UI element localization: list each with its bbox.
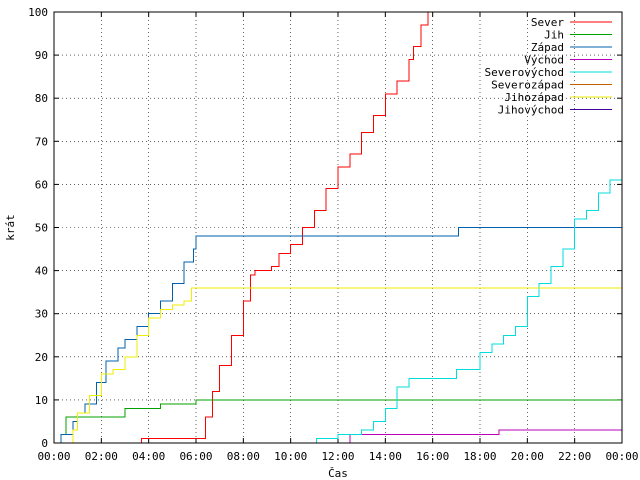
y-tick-label: 0 (41, 437, 48, 450)
x-tick-label: 04:00 (132, 450, 165, 463)
legend-label: Jihozápad (504, 91, 564, 104)
legend-label: Severovýchod (485, 66, 564, 79)
y-tick-label: 90 (35, 49, 48, 62)
x-axis-label: Čas (328, 467, 348, 480)
x-tick-label: 00:00 (37, 450, 70, 463)
legend-label: Jih (544, 29, 564, 42)
y-tick-label: 50 (35, 222, 48, 235)
y-tick-label: 100 (28, 6, 48, 19)
plot-area-frame (53, 11, 623, 444)
series-line-7 (54, 287, 622, 444)
y-tick-label: 80 (35, 92, 48, 105)
y-tick-label: 30 (35, 308, 48, 321)
x-tick-label: 16:00 (416, 450, 449, 463)
x-tick-label: 06:00 (179, 450, 212, 463)
x-tick-label: 14:00 (369, 450, 402, 463)
x-tick-label: 02:00 (85, 450, 118, 463)
x-tick-label: 12:00 (321, 450, 354, 463)
x-tick-label: 10:00 (274, 450, 307, 463)
y-tick-label: 20 (35, 351, 48, 364)
legend-label: Západ (531, 41, 564, 54)
y-axis-label: krát (4, 214, 17, 241)
x-tick-label: 20:00 (511, 450, 544, 463)
y-tick-labels: 0 10 20 30 40 50 60 70 80 90 100 (28, 6, 48, 450)
x-tick-label: 00:00 (605, 450, 638, 463)
series-line-5 (54, 171, 623, 444)
y-tick-label: 10 (35, 394, 48, 407)
legend-label: Jihovýchod (498, 104, 564, 117)
x-tick-label: 18:00 (463, 450, 496, 463)
legend: SeverJihZápadVýchodSeverovýchodSeverozáp… (485, 16, 612, 117)
series-line-1 (54, 12, 429, 444)
y-tick-label: 70 (35, 135, 48, 148)
x-tick-label: 08:00 (227, 450, 260, 463)
legend-label: Severozápad (491, 79, 564, 92)
y-tick-label: 40 (35, 265, 48, 278)
legend-label: Sever (531, 16, 564, 29)
legend-label: Východ (524, 54, 564, 67)
x-tick-label: 22:00 (558, 450, 591, 463)
x-tick-labels: 00:00 02:00 04:00 06:00 08:00 10:00 12:00 14:00… (37, 450, 638, 463)
y-tick-label: 60 (35, 178, 48, 191)
